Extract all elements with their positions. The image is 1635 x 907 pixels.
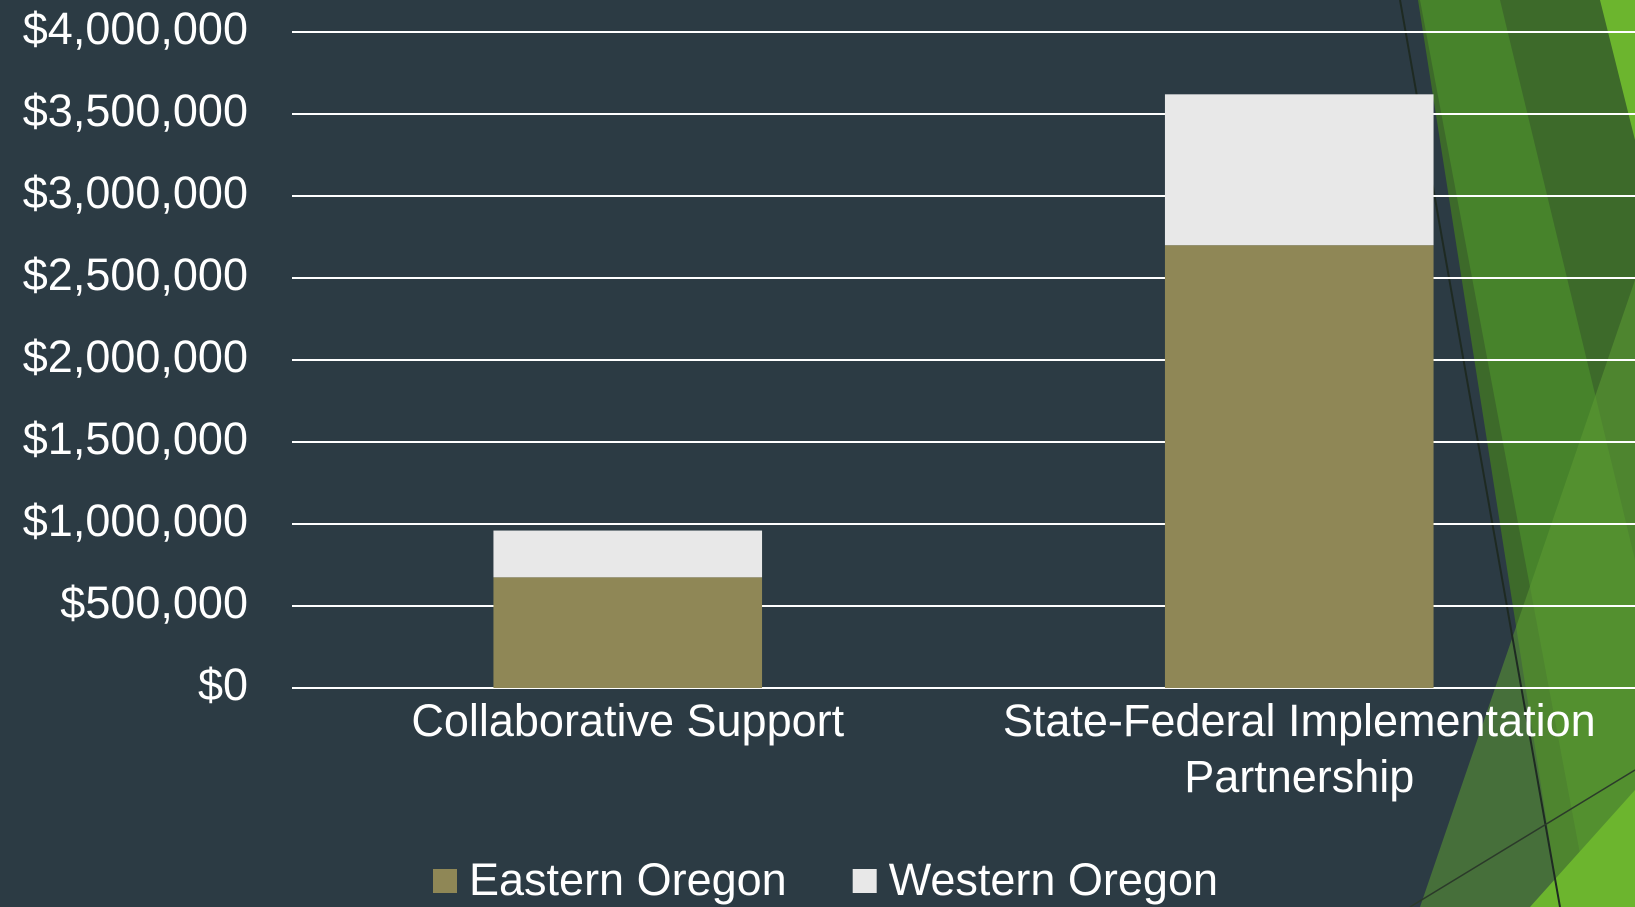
y-tick-label: $3,000,000 (23, 167, 248, 218)
y-tick-label: $2,500,000 (23, 249, 248, 300)
legend-swatch (852, 869, 877, 893)
legend-label: Western Oregon (889, 854, 1218, 905)
decoration (1399, 0, 1635, 907)
y-tick-label: $3,500,000 (23, 85, 248, 136)
y-tick-label: $1,500,000 (23, 413, 248, 464)
x-tick-label: Collaborative Support (411, 695, 845, 746)
bar-segment (493, 577, 763, 688)
x-tick-label: State-Federal Implementation Partnership (1002, 695, 1596, 802)
legend-label: Eastern Oregon (469, 854, 787, 905)
plot-area: $0 $500,000 $1,000,000 $1,500,000 $2,000,000… (23, 3, 1635, 905)
bar-segment (1164, 94, 1434, 246)
y-tick-label: $0 (198, 659, 248, 710)
y-tick-label: $2,000,000 (23, 331, 248, 382)
legend-swatch (433, 869, 457, 893)
bar-segment (1164, 245, 1434, 688)
x-tick-label-box: Collaborative Support (411, 695, 845, 746)
bar-segment (493, 530, 763, 578)
y-tick-label: $1,000,000 (23, 495, 248, 546)
y-tick-label: $500,000 (60, 577, 248, 628)
x-tick-label-box: State-Federal Implementation Partnership (1002, 695, 1596, 802)
y-tick-label: $4,000,000 (23, 3, 248, 54)
